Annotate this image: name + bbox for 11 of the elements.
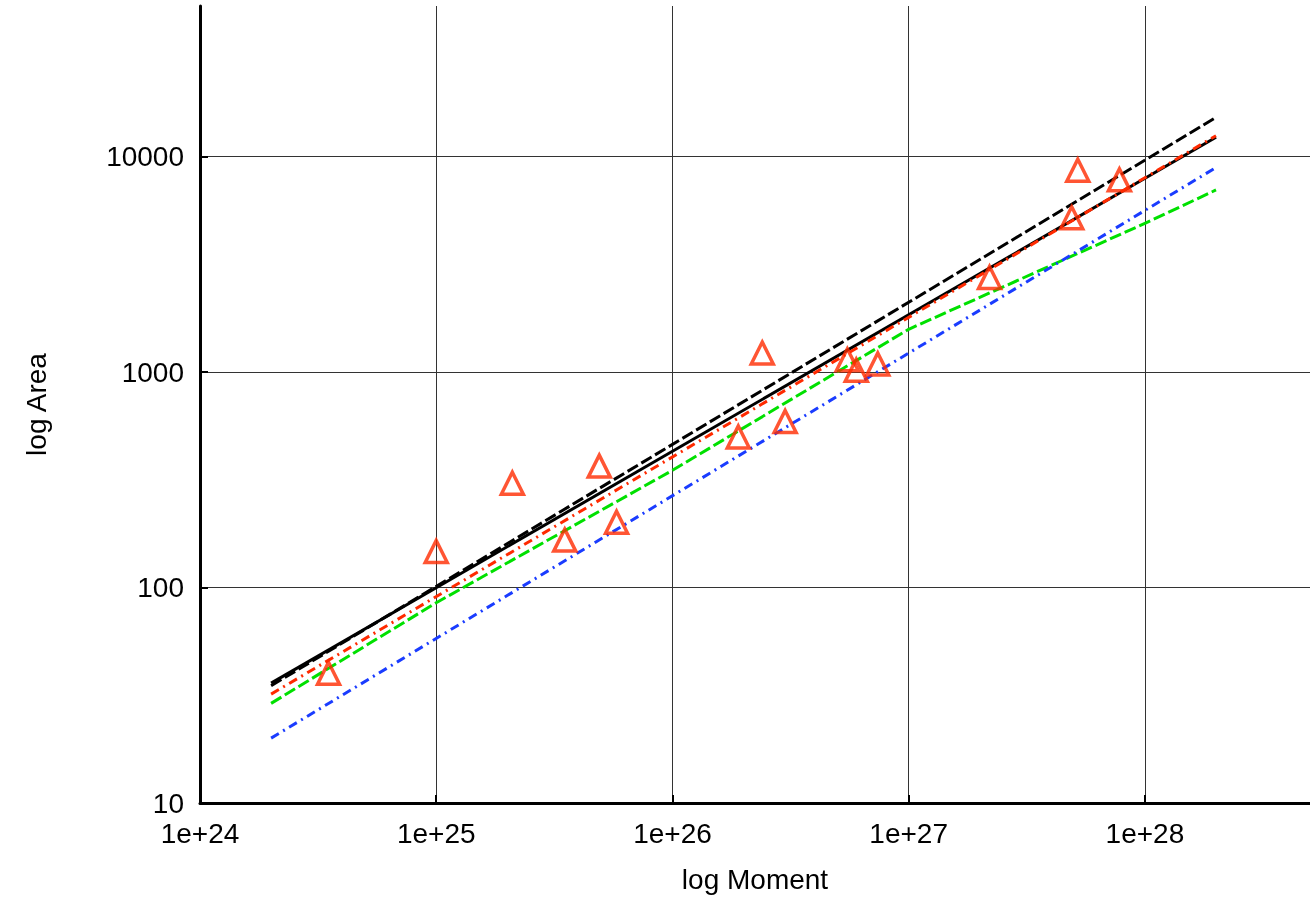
- x-tick-label: 1e+25: [396, 817, 476, 849]
- y-axis-title: log Area: [20, 352, 52, 456]
- x-axis-title: log Moment: [681, 863, 829, 895]
- x-tick-label: 1e+26: [633, 817, 712, 849]
- y-tick-label: 1000: [121, 356, 184, 388]
- x-tick-label: 1e+24: [160, 817, 240, 849]
- y-tick-label: 10: [152, 787, 184, 819]
- x-tick-label: 1e+28: [1105, 817, 1185, 849]
- x-tick-label: 1e+27: [869, 817, 948, 849]
- y-tick-label: 100: [137, 572, 184, 604]
- y-tick-label: 10000: [106, 141, 184, 173]
